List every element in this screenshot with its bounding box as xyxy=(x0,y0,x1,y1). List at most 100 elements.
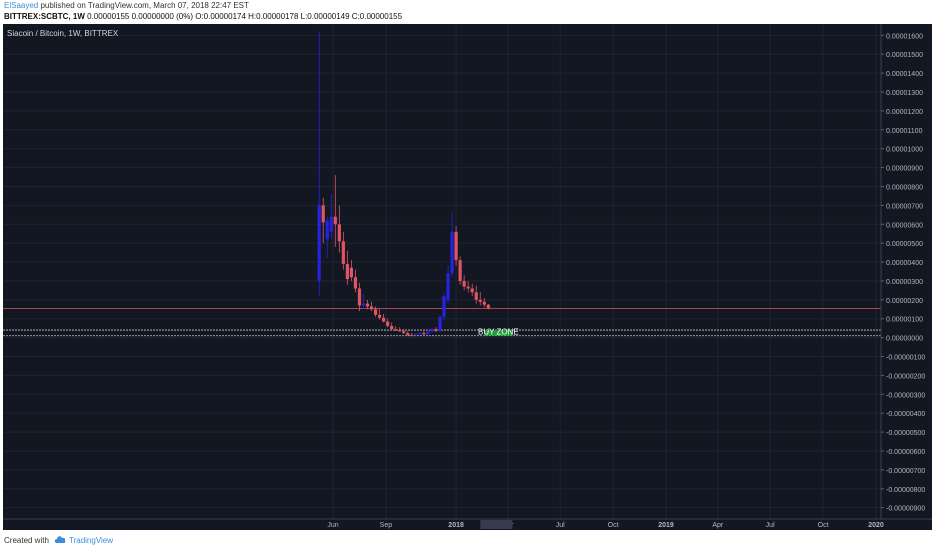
y-tick-label: 0.00000200 xyxy=(886,298,923,305)
candle-body xyxy=(369,306,374,310)
created-with-label: Created with xyxy=(4,536,49,545)
y-tick-label: -0.00000500 xyxy=(886,430,925,437)
candle-body xyxy=(373,309,378,315)
candle-body xyxy=(345,263,349,280)
y-tick-label: 0.00001500 xyxy=(886,52,923,59)
x-tick-label: Oct xyxy=(818,522,829,529)
candle-body xyxy=(478,299,482,302)
candle-body xyxy=(390,325,394,330)
y-tick-label: 0.00001300 xyxy=(886,90,923,97)
candle-body xyxy=(454,231,458,261)
candle-body xyxy=(462,280,466,287)
ohlc-values: 0.00000155 0.00000000 (0%) O:0.00000174 … xyxy=(84,12,403,21)
candle-body xyxy=(394,329,398,331)
y-tick-label: 0.00000300 xyxy=(886,279,923,286)
footer: Created with TradingView xyxy=(0,531,932,550)
symbol-label: BITTREX:SCBTC, 1W xyxy=(4,12,85,21)
y-tick-label: -0.00000200 xyxy=(886,373,925,380)
time-axis: JunSep2018AprJulOct2019AprJulOct2020 xyxy=(3,518,932,529)
x-tick-label: Sep xyxy=(380,522,393,529)
candle-body xyxy=(329,216,333,232)
candle-body xyxy=(410,334,414,336)
candle-body xyxy=(438,316,442,332)
x-tick-label: 2018 xyxy=(448,522,464,529)
y-tick-label: -0.00000600 xyxy=(886,449,925,456)
x-tick-label: Jul xyxy=(766,522,775,529)
y-tick-label: 0.00001200 xyxy=(886,109,923,116)
candle-body xyxy=(398,330,402,332)
publish-header: ElSaayed published on TradingView.com, M… xyxy=(0,0,932,24)
x-tick-label: Jun xyxy=(327,522,338,529)
y-tick-label: -0.00000700 xyxy=(886,468,925,475)
candle-body xyxy=(377,314,382,318)
candle-body xyxy=(349,267,354,278)
price-axis: 0.00001600 0.00001500 0.00001400 0.00001300… xyxy=(880,24,932,519)
candle-body xyxy=(414,334,418,336)
annotations: BUY ZONE xyxy=(478,328,519,337)
author-link[interactable]: ElSaayed xyxy=(4,1,39,10)
y-tick-label: 0.00000100 xyxy=(886,317,923,324)
candle-body xyxy=(442,296,446,317)
y-tick-label: 0.00001000 xyxy=(886,147,923,154)
candle-body xyxy=(402,331,406,334)
tradingview-brand[interactable]: TradingView xyxy=(69,536,114,545)
candle-body xyxy=(474,292,478,300)
candle-body xyxy=(361,303,366,306)
y-tick-label: 0.00000700 xyxy=(886,203,923,210)
chart-legend-title: Siacoin / Bitcoin, 1W, BITTREX xyxy=(7,29,119,38)
candle-body xyxy=(333,216,337,225)
buy-zone-label: BUY ZONE xyxy=(478,328,519,337)
ohlc-info: BITTREX:SCBTC, 1W 0.00000155 0.00000000 … xyxy=(4,12,402,21)
y-tick-label: 0.00001100 xyxy=(886,128,923,135)
candle-body xyxy=(470,288,474,293)
x-tick-label: 2019 xyxy=(658,522,674,529)
candle-body xyxy=(406,333,410,335)
candle-body xyxy=(325,220,329,240)
y-tick-label: -0.00000900 xyxy=(886,506,925,513)
candle-body xyxy=(482,301,486,305)
y-tick-label: 0.00000500 xyxy=(886,241,923,248)
candle-body xyxy=(458,260,462,281)
horizontal-levels: 0.000000400.000000100.00000155 xyxy=(3,304,931,341)
y-tick-label: 0.00000400 xyxy=(886,260,923,267)
candles xyxy=(317,31,490,337)
y-tick-label: 0.00000000 xyxy=(886,336,923,343)
candle-body xyxy=(466,286,470,289)
y-tick-label: -0.00000300 xyxy=(886,392,925,399)
grid-lines xyxy=(3,24,881,519)
candle-body xyxy=(365,303,370,307)
published-text: published on TradingView.com, March 07, … xyxy=(38,1,249,10)
candle-body xyxy=(357,288,362,306)
price-axis-bg xyxy=(881,24,932,519)
y-tick-label: 0.00001400 xyxy=(886,71,923,78)
buy-zone-box xyxy=(484,330,513,336)
candle-body xyxy=(418,332,422,335)
candle-body xyxy=(434,329,438,332)
y-tick-label: 0.00000900 xyxy=(886,166,923,173)
candle-body xyxy=(426,331,430,335)
candle-body xyxy=(430,329,434,332)
candle-body xyxy=(353,277,358,289)
x-tick-label: Apr xyxy=(712,522,724,529)
y-tick-label: -0.00000400 xyxy=(886,411,925,418)
candle-body xyxy=(422,332,426,335)
candlestick-chart[interactable]: 0.000000400.000000100.00000155 BUY ZONE … xyxy=(3,24,932,530)
candle-body xyxy=(486,304,490,309)
current-date-marker xyxy=(480,520,513,529)
y-tick-label: 0.00001600 xyxy=(886,33,923,40)
candle-body xyxy=(382,317,386,322)
candle-body xyxy=(450,231,454,274)
y-tick-label: -0.00000100 xyxy=(886,355,925,362)
candle-body xyxy=(386,321,390,326)
x-tick-label: 2020 xyxy=(868,522,884,529)
candle-body xyxy=(341,241,345,264)
x-tick-label: Oct xyxy=(608,522,619,529)
y-tick-label: -0.00000800 xyxy=(886,487,925,494)
y-tick-label: 0.00000800 xyxy=(886,184,923,191)
candle-body xyxy=(446,273,450,300)
y-tick-label: 0.00000600 xyxy=(886,222,923,229)
candle-body xyxy=(337,224,341,242)
chart-area[interactable]: 0.000000400.000000100.00000155 BUY ZONE … xyxy=(3,24,932,530)
candle-body xyxy=(317,205,321,281)
publish-info: ElSaayed published on TradingView.com, M… xyxy=(4,1,249,10)
